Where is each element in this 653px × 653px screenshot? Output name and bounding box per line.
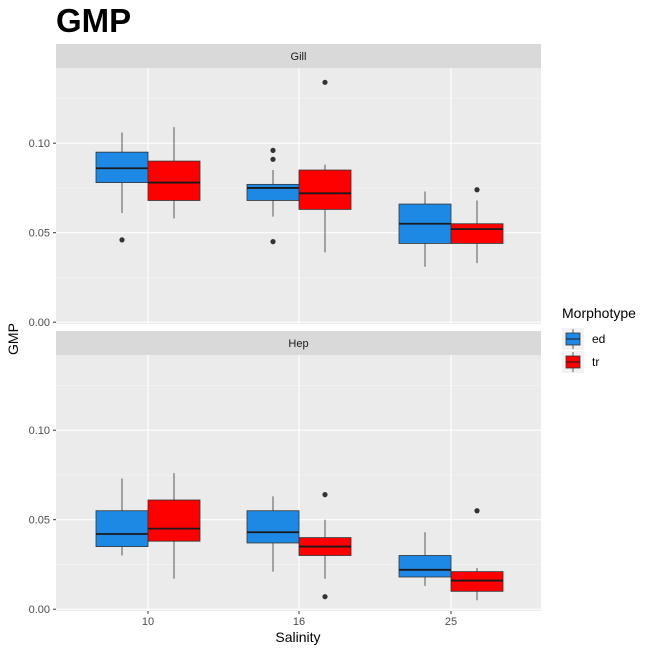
y-tick-label: 0.05 (29, 228, 50, 240)
panel-hep: Hep 0.00 0.05 0.10 10 16 25 (29, 331, 541, 628)
x-tick-label: 16 (293, 616, 305, 628)
y-tick-label: 0.10 (29, 425, 50, 437)
box-10-tr (147, 127, 201, 219)
box-body (95, 510, 149, 547)
y-tick-label: 0.00 (29, 317, 50, 329)
box-25-tr (450, 508, 504, 601)
box-body (246, 183, 300, 201)
facet-panels: Gill 0.00 0.05 0.10 Hep 0.00 0.05 0.10 10 16 25 (29, 44, 541, 628)
legend-label: tr (592, 355, 599, 369)
box-10-ed (95, 478, 149, 556)
x-tick-label: 10 (142, 616, 154, 628)
legend-entries: ed tr (562, 328, 605, 373)
box-10-tr (147, 473, 201, 579)
box-16-tr (298, 492, 352, 600)
strip-label: Hep (288, 338, 308, 350)
box-16-ed (246, 496, 300, 572)
x-tick-label: 25 (445, 616, 457, 628)
outlier-point (270, 239, 276, 245)
strip-label: Gill (291, 51, 307, 63)
strip-background (56, 331, 541, 355)
box-10-ed (95, 132, 149, 243)
box-25-ed (398, 191, 452, 267)
box-body (147, 160, 201, 201)
box-body (246, 510, 300, 544)
strip-background (56, 44, 541, 68)
box-16-ed (246, 147, 300, 245)
chart-title: GMP (56, 2, 131, 39)
box-25-tr (450, 187, 504, 264)
outlier-point (322, 492, 328, 498)
y-tick-label: 0.10 (29, 138, 50, 150)
legend-title: Morphotype (562, 305, 636, 321)
outlier-point (270, 147, 276, 153)
outlier-point (322, 79, 328, 85)
legend-entry-ed: ed (562, 328, 605, 350)
x-axis-title: Salinity (275, 629, 320, 645)
legend-label: ed (592, 332, 605, 346)
y-axis-title: GMP (5, 323, 21, 355)
panel-gill: Gill 0.00 0.05 0.10 (29, 44, 541, 329)
box-body (398, 555, 452, 578)
y-tick-label: 0.00 (29, 604, 50, 616)
legend-entry-tr: tr (562, 351, 599, 373)
box-body (147, 499, 201, 542)
outlier-point (474, 187, 480, 193)
box-25-ed (398, 532, 452, 586)
outlier-point (322, 594, 328, 600)
y-tick-label: 0.05 (29, 515, 50, 527)
outlier-point (270, 156, 276, 162)
box-body (298, 169, 352, 210)
legend: Morphotype ed tr (562, 305, 636, 373)
outlier-point (474, 508, 480, 514)
box-body (450, 223, 504, 244)
outlier-point (119, 237, 125, 243)
box-16-tr (298, 79, 352, 253)
